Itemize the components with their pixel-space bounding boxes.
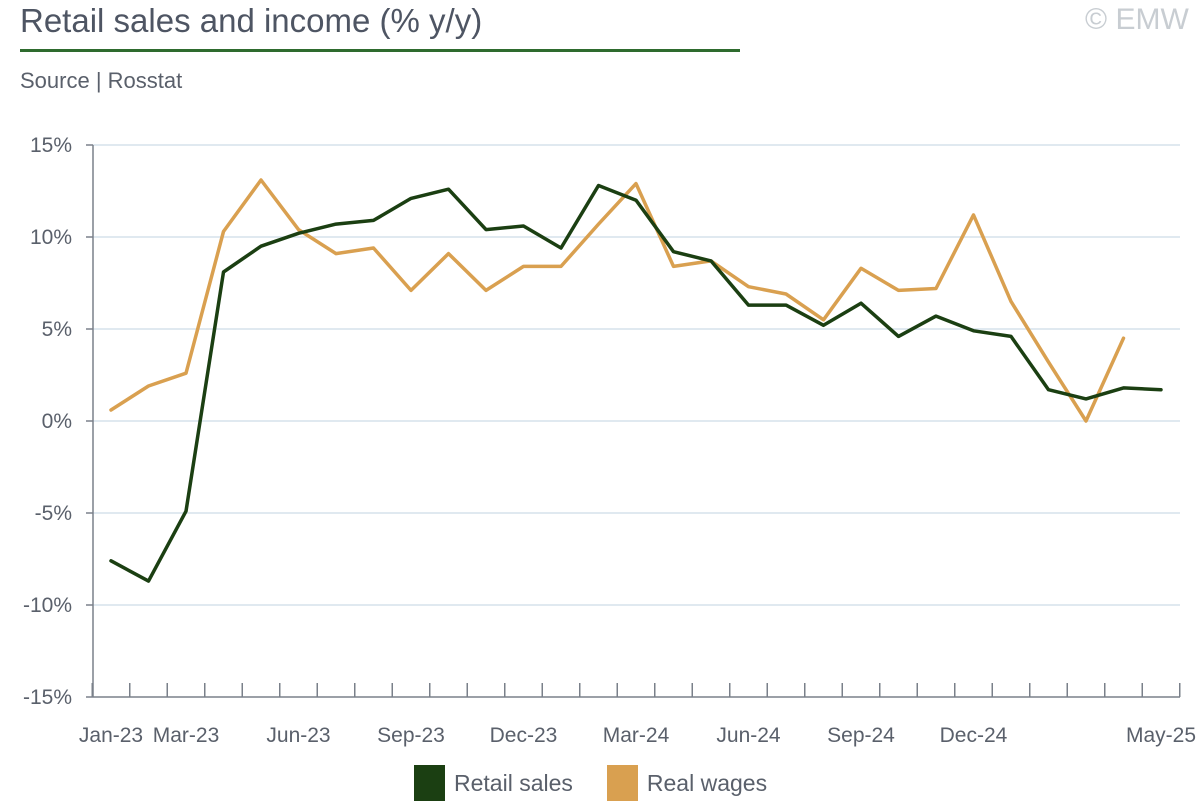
legend-swatch-retail-sales — [414, 765, 445, 801]
x-tick-label-2: Jun-23 — [266, 724, 330, 747]
x-tick-label-7: Sep-24 — [827, 724, 895, 747]
title-underline — [20, 49, 740, 52]
legend-item-retail-sales[interactable]: Retail sales — [414, 765, 573, 801]
legend-label-retail-sales: Retail sales — [454, 769, 573, 796]
y-tick-label-3: 0% — [42, 410, 72, 433]
y-tick-label-2: 5% — [42, 318, 72, 341]
series-line-real-wages — [109, 178, 1126, 423]
x-tick-label-6: Jun-24 — [716, 724, 781, 747]
x-tick-label-9: May-25 — [1126, 724, 1196, 747]
x-tick-label-1: Mar-23 — [153, 724, 220, 747]
y-tick-label-1: 10% — [30, 226, 72, 249]
x-tick-label-8: Dec-24 — [940, 724, 1008, 747]
gridlines — [93, 144, 1180, 606]
legend-label-real-wages: Real wages — [646, 769, 768, 796]
y-tick-label-4: -5% — [35, 502, 72, 525]
x-tick-label-0: Jan-23 — [79, 724, 143, 747]
x-tick-label-4: Dec-23 — [490, 724, 558, 747]
y-tick-label-0: 15% — [30, 134, 72, 157]
x-tick-label-5: Mar-24 — [603, 724, 670, 747]
series-lines — [109, 178, 1163, 583]
legend: Retail sales Real wages — [414, 765, 801, 801]
copyright-watermark: © EMW — [1085, 3, 1189, 36]
chart-title: Retail sales and income (% y/y) — [20, 2, 483, 39]
legend-item-real-wages[interactable]: Real wages — [606, 765, 768, 801]
legend-swatch-real-wages — [606, 765, 638, 801]
x-tick-label-3: Sep-23 — [377, 724, 445, 747]
y-tick-label-6: -15% — [23, 686, 72, 709]
y-axis-ticks: 15% 10% 5% 0% -5% -10% -15% — [23, 134, 93, 709]
series-line-retail-sales — [109, 183, 1163, 583]
source-note: Source | Rosstat — [20, 68, 183, 93]
x-axis-ticks: Jan-23 Mar-23 Jun-23 Sep-23 Dec-23 Mar-24 Jun-… — [79, 683, 1196, 747]
y-tick-label-5: -10% — [23, 594, 72, 617]
